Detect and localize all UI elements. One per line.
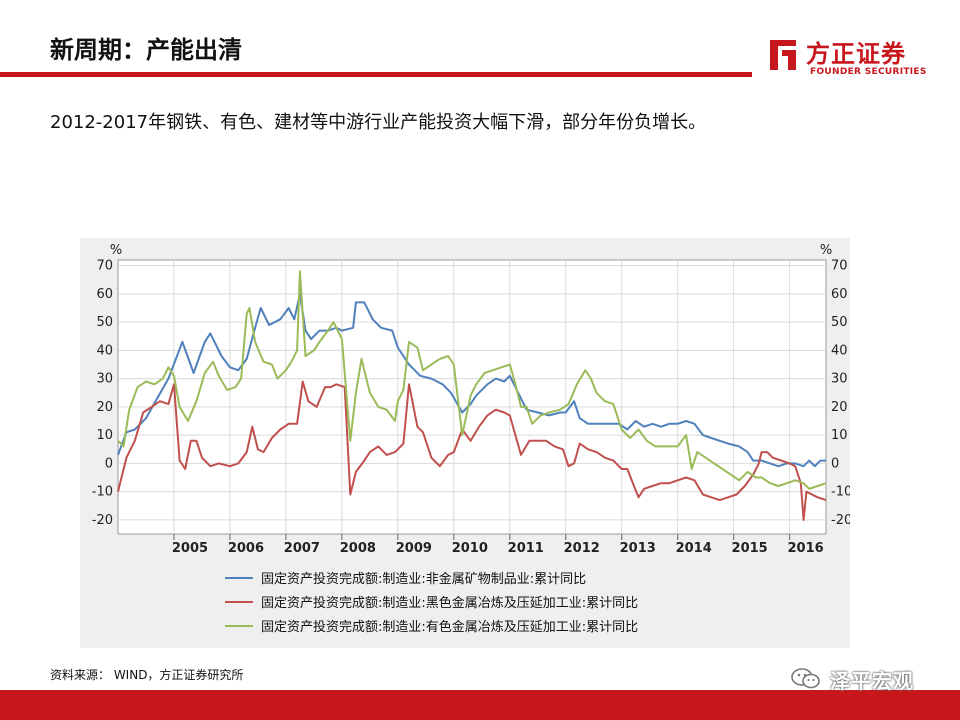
legend-label-3: 固定资产投资完成额:制造业:有色金属冶炼及压延加工业:累计同比 [261, 619, 638, 635]
y-tick-label-right: 10 [831, 428, 848, 443]
x-tick-label: 2012 [564, 541, 600, 556]
founder-logo: 方正证券 FOUNDER SECURITIES [766, 34, 936, 82]
x-tick-label: 2016 [788, 541, 824, 556]
x-tick-label: 2013 [620, 541, 656, 556]
x-tick-label: 2006 [228, 541, 264, 556]
slide-subtitle: 2012-2017年钢铁、有色、建材等中游行业产能投资大幅下滑，部分年份负增长。 [50, 112, 707, 133]
x-tick-label: 2005 [172, 541, 208, 556]
y-tick-label-left: 40 [96, 343, 113, 358]
bottom-bar [0, 690, 960, 720]
legend-label-2: 固定资产投资完成额:制造业:黑色金属冶炼及压延加工业:累计同比 [261, 595, 638, 611]
x-tick-label: 2014 [676, 541, 712, 556]
x-tick-label: 2010 [452, 541, 488, 556]
y-tick-label-right: 30 [831, 372, 848, 387]
x-tick-label: 2009 [396, 541, 432, 556]
watermark-text: 泽平宏观 [830, 668, 914, 693]
y-tick-label-left: 30 [96, 372, 113, 387]
logo-text-cn: 方正证券 [806, 40, 906, 68]
slide-title: 新周期：产能出清 [50, 36, 242, 64]
y-tick-label-left: 20 [96, 400, 113, 415]
y-unit-right: % [820, 243, 832, 258]
watermark: 泽平宏观 [790, 664, 914, 694]
y-tick-label-left: -20 [92, 513, 113, 528]
wechat-icon [791, 668, 820, 689]
y-tick-label-right: 20 [831, 400, 848, 415]
series-line-2 [117, 380, 827, 521]
x-tick-label: 2015 [732, 541, 768, 556]
y-tick-label-right: 40 [831, 343, 848, 358]
y-tick-label-left: -10 [92, 485, 113, 500]
x-tick-label: 2007 [284, 541, 320, 556]
x-tick-label: 2008 [340, 541, 376, 556]
y-tick-label-right: 0 [831, 456, 839, 471]
title-rule [0, 72, 752, 77]
y-tick-label-right: -20 [831, 513, 850, 528]
logo-text-en: FOUNDER SECURITIES [810, 67, 927, 77]
x-tick-label: 2011 [508, 541, 544, 556]
y-tick-label-right: 60 [831, 287, 848, 302]
y-tick-label-left: 0 [105, 456, 113, 471]
y-tick-label-left: 50 [96, 315, 113, 330]
plot-area [117, 259, 827, 535]
y-tick-label-right: 70 [831, 259, 848, 274]
y-tick-label-right: 50 [831, 315, 848, 330]
founder-logo-icon [770, 40, 796, 70]
series-line-3 [117, 270, 827, 490]
y-tick-label-left: 60 [96, 287, 113, 302]
source-note: 资料来源： WIND，方正证券研究所 [50, 668, 244, 682]
y-tick-label-right: -10 [831, 485, 850, 500]
y-tick-label-left: 70 [96, 259, 113, 274]
legend-label-1: 固定资产投资完成额:制造业:非金属矿物制品业:累计同比 [261, 571, 586, 587]
y-tick-label-left: 10 [96, 428, 113, 443]
chart-container: 70 70 60 60 50 50 40 40 30 30 20 20 10 10 0 0 -10 -10 -20-… [80, 238, 850, 648]
y-unit-left: % [110, 243, 122, 258]
